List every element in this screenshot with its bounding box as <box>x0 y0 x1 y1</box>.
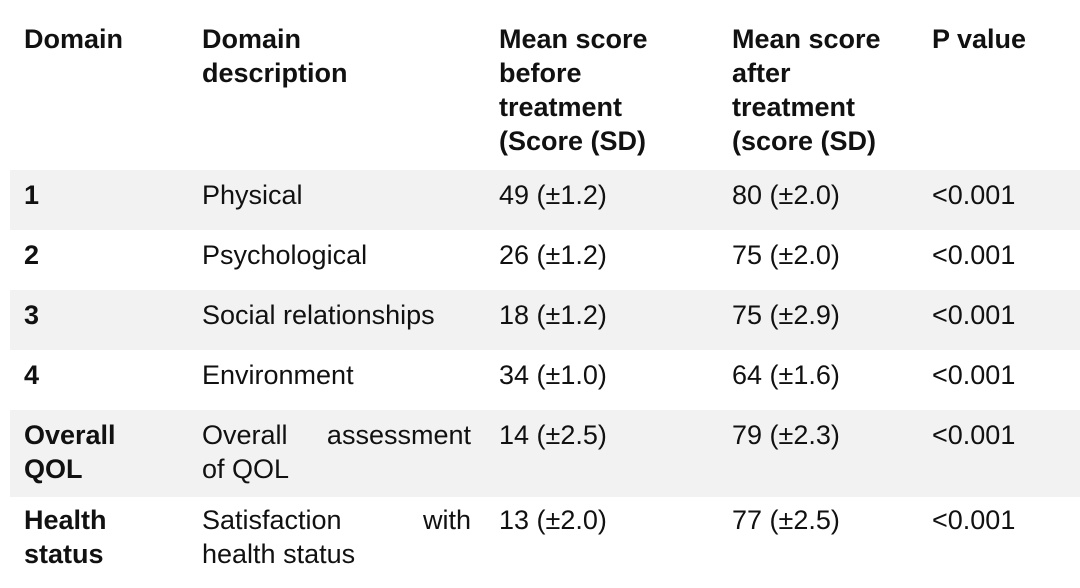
cell-mean-after: 79 (±2.3) <box>718 410 918 497</box>
cell-mean-before: 49 (±1.2) <box>485 170 718 230</box>
table-row: Overall QOL Overall assessment of QOL 14… <box>10 410 1080 497</box>
cell-domain: Health status <box>10 497 188 577</box>
cell-description: Psychological <box>188 230 485 290</box>
cell-p-value: <0.001 <box>918 170 1080 230</box>
cell-mean-after: 80 (±2.0) <box>718 170 918 230</box>
cell-p-value: <0.001 <box>918 497 1080 577</box>
cell-description: Overall assessment of QOL <box>188 410 485 497</box>
header-domain: Domain <box>24 24 124 54</box>
table-row: 2 Psychological 26 (±1.2) 75 (±2.0) <0.0… <box>10 230 1080 290</box>
table-body: 1 Physical 49 (±1.2) 80 (±2.0) <0.001 2 … <box>10 170 1080 577</box>
cell-domain: Overall QOL <box>10 410 188 497</box>
table-row: 1 Physical 49 (±1.2) 80 (±2.0) <0.001 <box>10 170 1080 230</box>
cell-domain: 2 <box>10 230 188 290</box>
cell-description: Social relationships <box>188 290 485 350</box>
cell-mean-before: 34 (±1.0) <box>485 350 718 410</box>
cell-domain: 4 <box>10 350 188 410</box>
cell-mean-before: 14 (±2.5) <box>485 410 718 497</box>
header-mean-before: Mean score before treatment (Score (SD) <box>499 24 648 156</box>
header-row: Domain Domain description Mean score bef… <box>10 10 1080 170</box>
cell-p-value: <0.001 <box>918 230 1080 290</box>
table-row: Health status Satisfaction with health s… <box>10 497 1080 577</box>
cell-mean-before: 26 (±1.2) <box>485 230 718 290</box>
header-mean-after: Mean score after treatment (score (SD) <box>732 24 881 156</box>
table-row: 4 Environment 34 (±1.0) 64 (±1.6) <0.001 <box>10 350 1080 410</box>
cell-description: Environment <box>188 350 485 410</box>
cell-domain: 1 <box>10 170 188 230</box>
cell-description: Physical <box>188 170 485 230</box>
header-p-value: P value <box>932 24 1027 54</box>
cell-mean-before: 18 (±1.2) <box>485 290 718 350</box>
table-row: 3 Social relationships 18 (±1.2) 75 (±2.… <box>10 290 1080 350</box>
cell-p-value: <0.001 <box>918 410 1080 497</box>
cell-p-value: <0.001 <box>918 290 1080 350</box>
results-table: Domain Domain description Mean score bef… <box>10 10 1080 577</box>
cell-description: Satisfaction with health status <box>188 497 485 577</box>
cell-mean-after: 75 (±2.9) <box>718 290 918 350</box>
table-header: Domain Domain description Mean score bef… <box>10 10 1080 170</box>
cell-mean-before: 13 (±2.0) <box>485 497 718 577</box>
cell-mean-after: 64 (±1.6) <box>718 350 918 410</box>
cell-p-value: <0.001 <box>918 350 1080 410</box>
header-description: Domain description <box>202 24 348 88</box>
cell-mean-after: 77 (±2.5) <box>718 497 918 577</box>
cell-domain: 3 <box>10 290 188 350</box>
cell-mean-after: 75 (±2.0) <box>718 230 918 290</box>
